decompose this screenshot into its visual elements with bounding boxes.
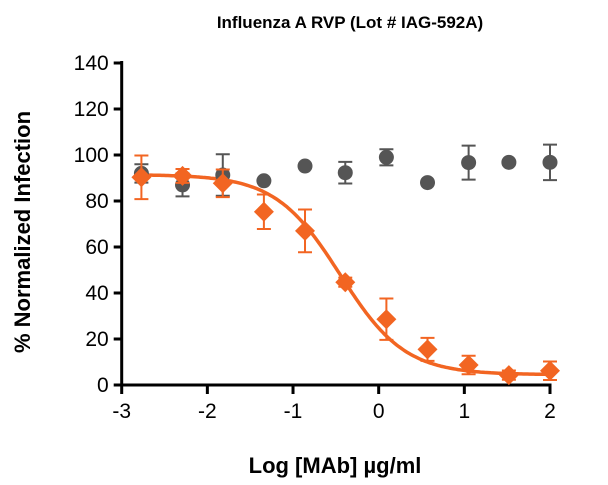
data-point-diamond xyxy=(172,165,193,186)
y-axis-label: % Normalized Infection xyxy=(10,111,35,353)
y-tick-label: 120 xyxy=(74,98,109,121)
x-tick-label: 1 xyxy=(458,400,470,423)
x-tick-label: 2 xyxy=(544,400,556,423)
data-point-circle xyxy=(461,155,477,171)
data-point-diamond xyxy=(253,201,274,222)
data-point-circle xyxy=(501,154,517,170)
y-tick-label: 20 xyxy=(85,328,108,351)
data-point-circle xyxy=(256,173,272,189)
y-tick-label: 100 xyxy=(74,144,109,167)
data-point-circle xyxy=(542,154,558,170)
data-point-circle xyxy=(337,165,353,181)
data-point-diamond xyxy=(131,167,152,188)
x-tick-label: -1 xyxy=(284,400,303,423)
data-point-diamond xyxy=(335,272,356,293)
data-point-circle xyxy=(420,175,436,191)
x-axis-label: Log [MAb] µg/ml xyxy=(249,453,422,478)
data-point-diamond xyxy=(212,173,233,194)
data-point-diamond xyxy=(376,309,397,330)
data-point-diamond xyxy=(417,339,438,360)
data-point-diamond xyxy=(540,360,560,381)
data-point-circle xyxy=(297,158,313,174)
x-tick-label: -2 xyxy=(198,400,217,423)
y-tick-label: 40 xyxy=(85,282,108,305)
axes: 0 20 40 60 80 100 120 140 -3 -2 -1 0 1 2 xyxy=(74,52,556,423)
x-tick-label: -3 xyxy=(112,400,131,423)
y-tick-label: 60 xyxy=(85,236,108,259)
data-point-diamond xyxy=(295,220,316,241)
data-point-circle xyxy=(378,149,394,165)
data-point-diamond xyxy=(498,365,519,386)
y-tick-label: 80 xyxy=(85,190,108,213)
y-tick-label: 140 xyxy=(74,52,109,75)
x-tick-label: 0 xyxy=(373,400,385,423)
chart-title: Influenza A RVP (Lot # IAG-592A) xyxy=(217,13,483,32)
y-tick-label: 0 xyxy=(97,374,109,397)
data-point-diamond xyxy=(458,354,479,375)
data-marks xyxy=(131,143,560,386)
